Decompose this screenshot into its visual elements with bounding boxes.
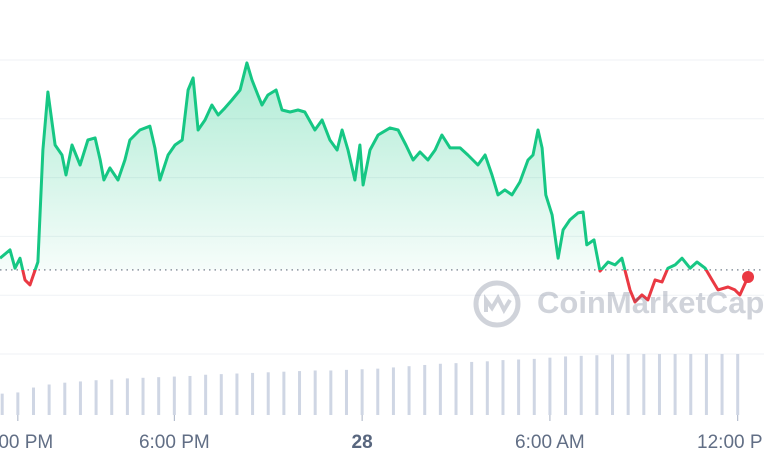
volume-bar [438,363,442,415]
last-price-dot [742,270,755,283]
volume-bar [141,377,145,415]
volume-bar [485,361,489,415]
volume-bar [517,359,521,415]
volume-bar [0,393,4,415]
x-tick-label: 6:00 AM [515,432,585,453]
x-tick-label: 1:00 PM [0,432,53,453]
volume-bar [282,371,286,415]
watermark: CoinMarketCap [473,280,764,328]
x-tick-label: 12:00 PM [697,432,764,453]
price-area [0,62,707,270]
volume-bar [188,375,192,415]
volume-bar [423,364,427,415]
volume-bar [642,354,646,415]
volume-bar [548,357,552,415]
volume-bar [736,354,740,415]
volume-bar [470,361,474,415]
volume-bar [172,376,176,415]
watermark-logo-mark [484,293,512,315]
volume-bar [564,356,568,415]
volume-bar [251,372,255,415]
volume-bar [532,358,536,415]
volume-bar [611,354,615,415]
volume-bar [626,354,630,415]
volume-bar [31,387,35,415]
volume-bar [16,392,20,415]
volume-bar [704,354,708,415]
volume-bar [63,382,67,415]
volume-bar [360,369,364,415]
x-tick-label: 6:00 PM [139,432,210,453]
volume-bar [47,384,51,415]
volume-bar [579,355,583,415]
volume-bar [78,381,82,415]
volume-bar [235,373,239,415]
volume-bar [391,367,395,415]
volume-bar [454,363,458,415]
volume-bar [219,374,223,415]
volume-bar [125,378,129,415]
volume-bar [720,354,724,415]
volume-bar [657,354,661,415]
volume-bar [673,354,677,415]
price-line [0,61,750,304]
volume-bar [266,372,270,415]
volume-bar [204,374,208,415]
x-tick-label: 28 [352,432,373,453]
volume-bar [313,370,317,415]
volume-bar [298,371,302,415]
volume-bar [94,380,98,415]
volume-bar [595,355,599,415]
volume-bar [407,366,411,415]
watermark-text: CoinMarketCap [537,285,764,320]
volume-bar [329,370,333,415]
volume-bar [689,354,693,415]
volume-bar [157,377,161,415]
volume-bar [376,368,380,415]
volume-bar [501,360,505,415]
watermark-logo [473,280,521,328]
volume-bar [344,369,348,415]
volume-bar [110,379,114,415]
